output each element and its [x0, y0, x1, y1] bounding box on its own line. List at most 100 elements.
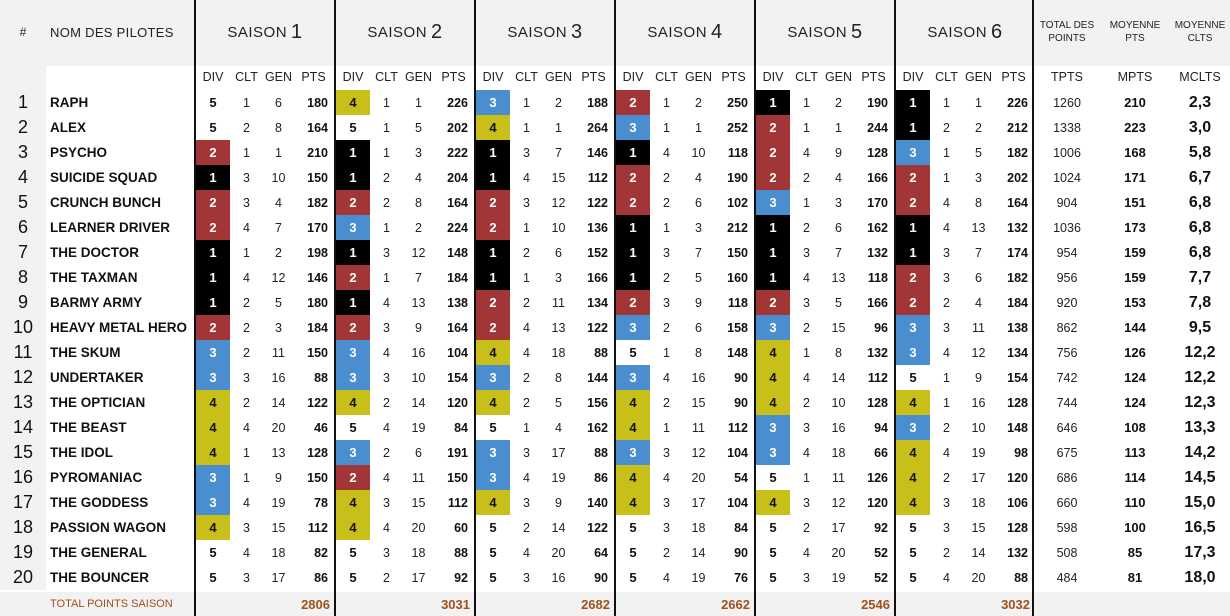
- race-ranking: 2: [943, 420, 950, 435]
- division-badge: 3: [896, 140, 930, 165]
- race-ranking: 3: [383, 245, 390, 260]
- race-ranking: 2: [523, 395, 530, 410]
- total-points: 920: [1056, 295, 1078, 310]
- general-ranking: 1: [275, 145, 282, 160]
- division-badge: 4: [616, 465, 650, 490]
- column-divider: [754, 0, 756, 616]
- subheader-clt: CLT: [235, 70, 258, 84]
- division-badge: 4: [336, 490, 370, 515]
- subheader-clt: CLT: [375, 70, 398, 84]
- division-badge: 5: [336, 115, 370, 140]
- season-points: 132: [1007, 220, 1028, 235]
- season-label: SAISON: [507, 23, 568, 41]
- general-ranking: 10: [271, 170, 286, 185]
- season-points: 88: [314, 370, 328, 385]
- season-header-3: SAISON 3: [476, 10, 614, 54]
- subheader-gen: GEN: [544, 70, 573, 84]
- season-points: 112: [447, 495, 468, 510]
- season-points: 158: [727, 320, 748, 335]
- general-ranking: 13: [551, 320, 566, 335]
- race-ranking: 1: [383, 145, 390, 160]
- division-badge: 2: [616, 165, 650, 190]
- season-points: 66: [874, 445, 888, 460]
- season-points: 54: [734, 470, 748, 485]
- average-points: 144: [1124, 320, 1146, 335]
- driver-name: THE BEAST: [50, 420, 127, 435]
- division-badge: 3: [336, 340, 370, 365]
- race-ranking: 2: [243, 295, 250, 310]
- division-badge: 2: [756, 115, 790, 140]
- general-ranking: 9: [695, 295, 702, 310]
- season-points: 146: [307, 270, 328, 285]
- season-points: 112: [727, 420, 748, 435]
- race-ranking: 2: [383, 195, 390, 210]
- column-divider: [894, 0, 896, 616]
- season-points: 164: [307, 120, 328, 135]
- average-points: 108: [1124, 420, 1146, 435]
- general-ranking: 7: [975, 245, 982, 260]
- race-ranking: 2: [943, 120, 950, 135]
- subheader-pts: PTS: [301, 70, 326, 84]
- season-points: 96: [874, 320, 888, 335]
- general-ranking: 9: [975, 370, 982, 385]
- division-badge: 1: [196, 240, 230, 265]
- division-badge: 3: [756, 415, 790, 440]
- division-badge: 3: [196, 465, 230, 490]
- division-badge: 4: [896, 465, 930, 490]
- race-ranking: 4: [943, 345, 950, 360]
- general-ranking: 4: [975, 295, 982, 310]
- division-badge: 5: [896, 565, 930, 590]
- subheader-clt: CLT: [935, 70, 958, 84]
- row-rank: 15: [0, 440, 46, 465]
- season-points: 90: [734, 370, 748, 385]
- season-total-points: 2682: [581, 596, 610, 612]
- driver-name: SUICIDE SQUAD: [50, 170, 158, 185]
- column-divider: [614, 0, 616, 616]
- total-points: 756: [1056, 345, 1078, 360]
- race-ranking: 1: [523, 270, 530, 285]
- race-ranking: 4: [663, 145, 670, 160]
- race-ranking: 4: [943, 445, 950, 460]
- general-ranking: 3: [415, 145, 422, 160]
- division-badge: 2: [196, 140, 230, 165]
- general-ranking: 18: [271, 545, 286, 560]
- division-badge: 5: [476, 415, 510, 440]
- race-ranking: 4: [383, 345, 390, 360]
- average-points: 124: [1124, 370, 1146, 385]
- division-badge: 3: [336, 215, 370, 240]
- race-ranking: 4: [523, 170, 530, 185]
- season-points: 134: [1007, 345, 1028, 360]
- division-badge: 4: [476, 115, 510, 140]
- division-badge: 1: [196, 290, 230, 315]
- race-ranking: 2: [383, 395, 390, 410]
- driver-name: RAPH: [50, 95, 89, 110]
- season-points: 88: [454, 545, 468, 560]
- season-points: 182: [1007, 270, 1028, 285]
- season-number: 3: [571, 20, 583, 43]
- average-points: 81: [1127, 570, 1143, 585]
- general-ranking: 1: [975, 95, 982, 110]
- general-ranking: 8: [975, 195, 982, 210]
- column-header-average-ranking: MOYENNE CLTS: [1174, 20, 1226, 44]
- division-badge: 2: [196, 190, 230, 215]
- general-ranking: 14: [271, 395, 286, 410]
- division-badge: 4: [336, 90, 370, 115]
- general-ranking: 3: [275, 320, 282, 335]
- general-ranking: 7: [275, 220, 282, 235]
- general-ranking: 19: [971, 445, 986, 460]
- division-badge: 5: [616, 340, 650, 365]
- row-rank: 2: [0, 115, 46, 140]
- season-points: 128: [867, 145, 888, 160]
- division-badge: 2: [336, 465, 370, 490]
- race-ranking: 1: [663, 345, 670, 360]
- season-points: 120: [447, 395, 468, 410]
- average-ranking: 7,7: [1188, 268, 1212, 286]
- row-rank: 12: [0, 365, 46, 390]
- season-points: 252: [727, 120, 748, 135]
- general-ranking: 12: [971, 345, 986, 360]
- season-points: 128: [1007, 520, 1028, 535]
- race-ranking: 4: [243, 545, 250, 560]
- division-badge: 4: [196, 515, 230, 540]
- season-points: 132: [867, 245, 888, 260]
- general-ranking: 20: [271, 420, 286, 435]
